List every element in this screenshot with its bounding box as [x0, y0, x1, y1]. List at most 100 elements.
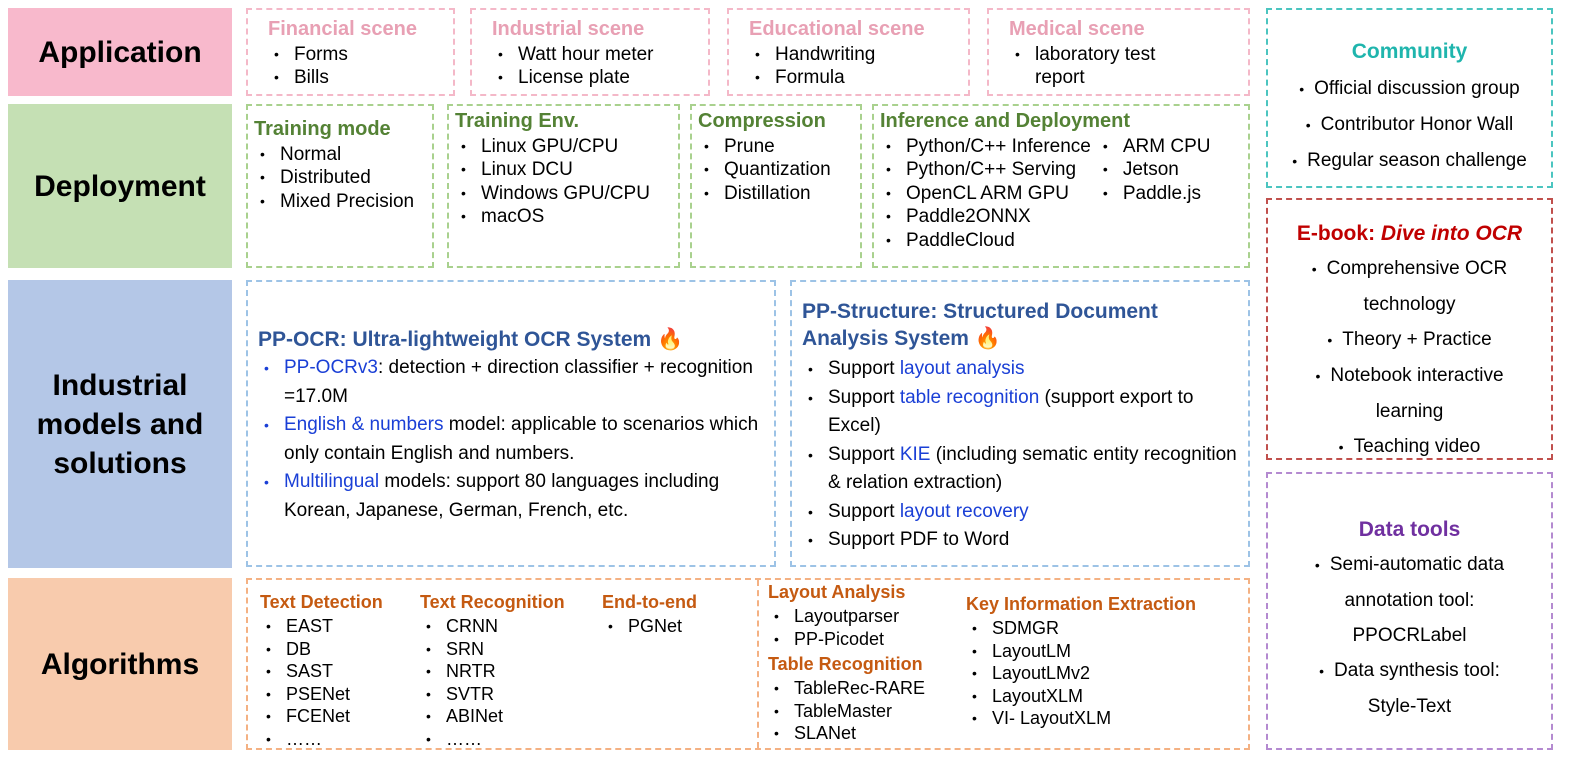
ppocr-box: PP-OCR: Ultra-lightweight OCR System 🔥 P…: [246, 280, 776, 567]
list-item: Support KIE (including sematic entity re…: [802, 441, 1238, 498]
link[interactable]: table recognition: [899, 386, 1040, 408]
deployment-box: Inference and Deployment Python/C++ Infer…: [872, 104, 1250, 268]
list-item: Bills: [268, 66, 443, 89]
list-item: Quantization: [698, 158, 854, 182]
list-item: PP-OCRv3: detection + direction classifi…: [258, 354, 764, 411]
list-item: SDMGR: [966, 617, 1196, 640]
list-item: PGNet: [602, 615, 697, 638]
application-box-title: Educational scene: [749, 18, 925, 40]
kie-title: Key Information Extraction: [966, 594, 1197, 614]
list-item: TableMaster: [768, 700, 925, 723]
ebook-title-name: Dive into OCR: [1380, 222, 1523, 245]
application-box: Industrial scene Watt hour meterLicense p…: [470, 8, 710, 96]
ebook-title: E-book: Dive into OCR: [1268, 216, 1551, 251]
application-label: Application: [8, 8, 232, 96]
item-text: Support PDF to Word: [828, 529, 1010, 550]
ppstructure-box: PP-Structure: Structured Document Analys…: [790, 280, 1250, 567]
link[interactable]: Multilingual: [284, 471, 380, 492]
list-item: Watt hour meter: [492, 43, 698, 66]
list-item: Support layout analysis: [802, 355, 1238, 384]
list-item: Jetson: [1097, 158, 1211, 182]
deployment-box-title: Inference and Deployment: [880, 110, 1131, 132]
deployment-box: Training Env. Linux GPU/CPULinux DCUWindo…: [447, 104, 680, 268]
list-item: LayoutLMv2: [966, 662, 1196, 685]
list-item: DB: [260, 638, 383, 661]
list-item: LayoutLM: [966, 640, 1196, 663]
deployment-box: Compression PruneQuantizationDistillation: [690, 104, 862, 268]
list-item: Contributor Honor Wall: [1268, 107, 1551, 143]
table-recognition-title: Table Recognition: [768, 654, 923, 674]
link[interactable]: layout analysis: [899, 358, 1025, 379]
community-box: Community Official discussion groupContr…: [1266, 8, 1553, 188]
text-detection-column: Text Detection EASTDBSASTPSENetFCENet……: [260, 590, 383, 750]
item-text: (including sematic entity recognition & …: [828, 443, 1237, 494]
list-item: Paddle.js: [1097, 182, 1211, 206]
list-item: SLANet: [768, 722, 925, 745]
community-title: Community: [1351, 40, 1468, 63]
ppocr-title: PP-OCR: Ultra-lightweight OCR System 🔥: [258, 328, 684, 351]
list-item: SVTR: [420, 683, 565, 706]
list-item: Python/C++ Inference: [880, 135, 1091, 159]
list-item: TableRec-RARE: [768, 677, 925, 700]
ebook-title-prefix: E-book:: [1296, 222, 1381, 245]
list-item: Regular season challenge: [1268, 143, 1551, 179]
end-to-end-column: End-to-end PGNet: [602, 590, 697, 638]
list-item: Notebook interactive learning: [1290, 358, 1529, 429]
application-box: Medical scene laboratory test report: [987, 8, 1250, 96]
list-item: macOS: [455, 205, 672, 229]
application-box: Educational scene HandwritingFormula: [727, 8, 970, 96]
ebook-box: E-book: Dive into OCR Comprehensive OCR …: [1266, 198, 1553, 460]
list-item: Layoutparser: [768, 605, 905, 628]
list-item: laboratory test report: [1009, 43, 1209, 89]
deployment-label: Deployment: [8, 104, 232, 268]
list-item: Paddle2ONNX: [880, 205, 1091, 229]
list-item: Support PDF to Word: [802, 526, 1238, 555]
table-recognition-column: Table Recognition TableRec-RARETableMaste…: [768, 652, 925, 745]
list-item: SAST: [260, 660, 383, 683]
list-item: Handwriting: [749, 43, 958, 66]
item-text: : detection + direction classifier + rec…: [284, 357, 753, 407]
list-item: ARM CPU: [1097, 135, 1211, 159]
link[interactable]: KIE: [899, 443, 931, 465]
list-item: Windows GPU/CPU: [455, 182, 672, 206]
ppstructure-title: PP-Structure: Structured Document Analys…: [802, 300, 1158, 350]
application-box: Financial scene FormsBills: [246, 8, 455, 96]
layout-analysis-title: Layout Analysis: [768, 582, 906, 602]
datatools-title: Data tools: [1358, 518, 1461, 541]
list-item: Theory + Practice: [1290, 322, 1529, 358]
list-item: Linux GPU/CPU: [455, 135, 672, 159]
kie-column: Key Information Extraction SDMGRLayoutLML…: [966, 592, 1196, 730]
text-recognition-column: Text Recognition CRNNSRNNRTRSVTRABINet……: [420, 590, 565, 750]
list-item: PaddleCloud: [880, 229, 1091, 253]
list-item: EAST: [260, 615, 383, 638]
text-recognition-title: Text Recognition: [420, 592, 565, 612]
datatools-box: Data tools Semi-automatic data annotatio…: [1266, 472, 1553, 750]
link[interactable]: English & numbers: [284, 414, 444, 435]
link[interactable]: layout recovery: [899, 500, 1029, 522]
list-item: ……: [420, 728, 565, 751]
link[interactable]: PP-OCRv3: [284, 357, 378, 378]
application-box-title: Industrial scene: [492, 18, 645, 40]
list-item: Linux DCU: [455, 158, 672, 182]
item-text: models: support 80 languages including K…: [284, 471, 720, 521]
list-item: Normal: [254, 143, 426, 167]
application-box-title: Financial scene: [268, 18, 417, 40]
list-item: Semi-automatic data annotation tool: PPO…: [1298, 547, 1521, 653]
deployment-box-title: Training Env.: [455, 110, 580, 132]
list-item: Multilingual models: support 80 language…: [258, 468, 764, 525]
item-text: Support: [828, 500, 900, 522]
list-item: License plate: [492, 66, 698, 89]
list-item: ABINet: [420, 705, 565, 728]
item-text: Support: [828, 358, 900, 379]
item-text: Support: [828, 386, 900, 408]
item-text: Support: [828, 443, 900, 465]
list-item: Support table recognition (support expor…: [802, 384, 1238, 441]
industrial-label: Industrial models and solutions: [8, 280, 232, 568]
list-item: Support layout recovery: [802, 498, 1238, 527]
algorithms-label: Algorithms: [8, 578, 232, 750]
list-item: Prune: [698, 135, 854, 159]
algorithms-divider: [757, 580, 759, 748]
list-item: ……: [260, 728, 383, 751]
list-item: Data synthesis tool: Style-Text: [1298, 653, 1521, 724]
list-item: Forms: [268, 43, 443, 66]
